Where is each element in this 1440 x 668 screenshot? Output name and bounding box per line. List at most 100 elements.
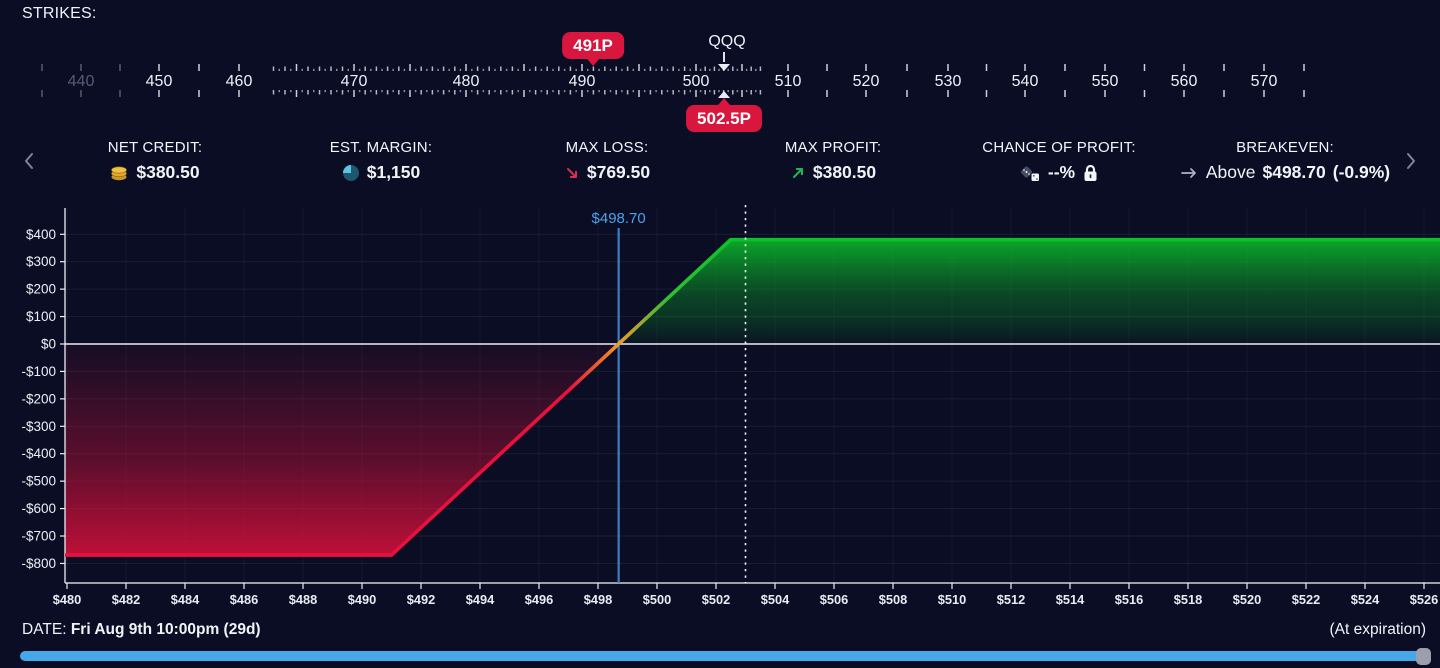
y-tick-label: -$100 (21, 364, 56, 379)
y-tick-label: -$200 (21, 391, 56, 406)
ruler-strike-label: 440 (68, 73, 95, 90)
y-tick-label: -$400 (21, 446, 56, 461)
ruler-strike-label: 470 (341, 73, 368, 90)
x-tick-label: $498 (584, 592, 612, 607)
stat-value: --% (1047, 162, 1076, 182)
ruler-strike-label: 570 (1251, 73, 1278, 90)
strike-ruler-scale: 440 450 460 470 480 490 500 510 520 530 540 550 560 5… (41, 64, 1305, 97)
strikes-heading: STRIKES: (22, 5, 97, 22)
loss-area (65, 344, 619, 556)
y-tick-label: -$600 (21, 501, 56, 516)
y-tick-label: $400 (26, 227, 56, 242)
stat-label: EST. MARGIN: (329, 139, 433, 156)
stats-prev-button[interactable] (16, 149, 42, 173)
at-expiration-note: (At expiration) (1329, 621, 1426, 638)
x-tick-label: $510 (938, 592, 966, 607)
x-tick-label: $482 (112, 592, 140, 607)
stat-label: NET CREDIT: (107, 139, 203, 156)
x-tick-label: $494 (466, 592, 495, 607)
stat-value: $769.50 (586, 162, 651, 182)
profit-area (618, 239, 1440, 344)
stat-label: MAX PROFIT: (784, 139, 882, 156)
arrow-down-right-icon (564, 165, 580, 181)
pie-chart-icon (342, 164, 360, 182)
ruler-strike-label: 560 (1171, 73, 1198, 90)
payoff-chart-canvas: $400 $300 $200 $100 $0 -$100 -$200 -$300 -$400 -$… (21, 205, 1440, 607)
arrow-right-icon (1180, 165, 1199, 181)
current-price-stem (723, 52, 725, 62)
strike-handle-491p[interactable]: 491P (562, 32, 624, 60)
chevron-left-icon (25, 153, 33, 169)
y-tick-label: $100 (26, 309, 56, 324)
x-tick-label: $516 (1115, 592, 1143, 607)
date-slider-track[interactable] (20, 651, 1424, 661)
x-tick-label: $488 (289, 592, 317, 607)
payoff-line (65, 237, 1440, 557)
stat-chance-of-profit: CHANCE OF PROFIT: --% (946, 139, 1172, 183)
x-tick-label: $522 (1292, 592, 1320, 607)
x-tick-label: $502 (702, 592, 730, 607)
lock-icon[interactable] (1082, 164, 1099, 182)
chevron-right-icon (1407, 153, 1415, 169)
x-tick-label: $486 (230, 592, 258, 607)
y-tick-label: $300 (26, 254, 56, 269)
strike-ruler[interactable]: 440 450 460 470 480 490 500 510 520 530 540 550 560 5… (0, 0, 1440, 135)
ruler-strike-label: 530 (935, 73, 962, 90)
x-tick-label: $524 (1351, 592, 1380, 607)
current-price-marker-down-icon (718, 64, 730, 71)
stat-net-credit: NET CREDIT: $380.50 (42, 139, 268, 183)
date-label: DATE: (22, 621, 67, 638)
x-tick-label: $514 (1056, 592, 1085, 607)
x-tick-label: $520 (1233, 592, 1261, 607)
x-tick-label: $512 (997, 592, 1025, 607)
current-price-marker-up-icon (718, 91, 730, 98)
date-slider-thumb[interactable] (1416, 648, 1431, 665)
stat-label: MAX LOSS: (565, 139, 649, 156)
stat-label: CHANCE OF PROFIT: (982, 139, 1136, 156)
x-tick-label: $496 (525, 592, 553, 607)
x-tick-label: $508 (879, 592, 907, 607)
stat-value: $380.50 (812, 162, 877, 182)
x-tick-label: $490 (348, 592, 376, 607)
coins-icon (110, 164, 129, 181)
x-tick-label: $518 (1174, 592, 1202, 607)
stat-value: $1,150 (366, 162, 421, 182)
ruler-strike-label: 500 (683, 73, 710, 90)
x-tick-label: $500 (643, 592, 671, 607)
strike-handle-502-5p[interactable]: 502.5P (686, 105, 762, 133)
stat-breakeven: BREAKEVEN: Above $498.70 (-0.9%) (1172, 139, 1398, 183)
breakeven-price-label: $498.70 (591, 210, 646, 227)
y-tick-label: $200 (26, 282, 56, 297)
x-tick-label: $480 (53, 592, 81, 607)
y-tick-label: -$800 (21, 556, 56, 571)
y-tick-label: -$500 (21, 474, 56, 489)
stat-max-loss: MAX LOSS: $769.50 (494, 139, 720, 183)
ruler-strike-label: 540 (1012, 73, 1039, 90)
ruler-strike-label: 450 (146, 73, 173, 90)
x-tick-label: $492 (407, 592, 435, 607)
payoff-chart[interactable]: $400 $300 $200 $100 $0 -$100 -$200 -$300 -$400 -$… (0, 200, 1440, 620)
dice-icon (1019, 164, 1041, 182)
breakeven-percent: (-0.9%) (1332, 162, 1391, 182)
y-tick-label: -$300 (21, 419, 56, 434)
ruler-strike-label: 550 (1092, 73, 1119, 90)
ruler-strike-label: 520 (853, 73, 880, 90)
y-tick-label: $0 (41, 337, 56, 352)
underlying-symbol-label: QQQ (708, 33, 746, 50)
date-value: Fri Aug 9th 10:00pm (29d) (70, 621, 261, 638)
x-tick-label: $526 (1410, 592, 1438, 607)
stats-next-button[interactable] (1398, 149, 1424, 173)
ruler-strike-label: 510 (775, 73, 802, 90)
stat-est-margin: EST. MARGIN: $1,150 (268, 139, 494, 183)
ruler-strike-label: 460 (226, 73, 253, 90)
x-tick-label: $484 (171, 592, 200, 607)
x-tick-label: $504 (761, 592, 790, 607)
breakeven-direction: Above (1205, 162, 1256, 182)
stat-max-profit: MAX PROFIT: $380.50 (720, 139, 946, 183)
ruler-strike-label: 490 (569, 73, 596, 90)
ruler-strike-label: 480 (453, 73, 480, 90)
expiration-date: DATE: Fri Aug 9th 10:00pm (29d) (22, 621, 261, 639)
strategy-stats-bar: NET CREDIT: $380.50 EST. MARGIN: $1,150 … (0, 139, 1440, 183)
stat-value: $380.50 (136, 162, 200, 182)
y-tick-label: -$700 (21, 529, 56, 544)
